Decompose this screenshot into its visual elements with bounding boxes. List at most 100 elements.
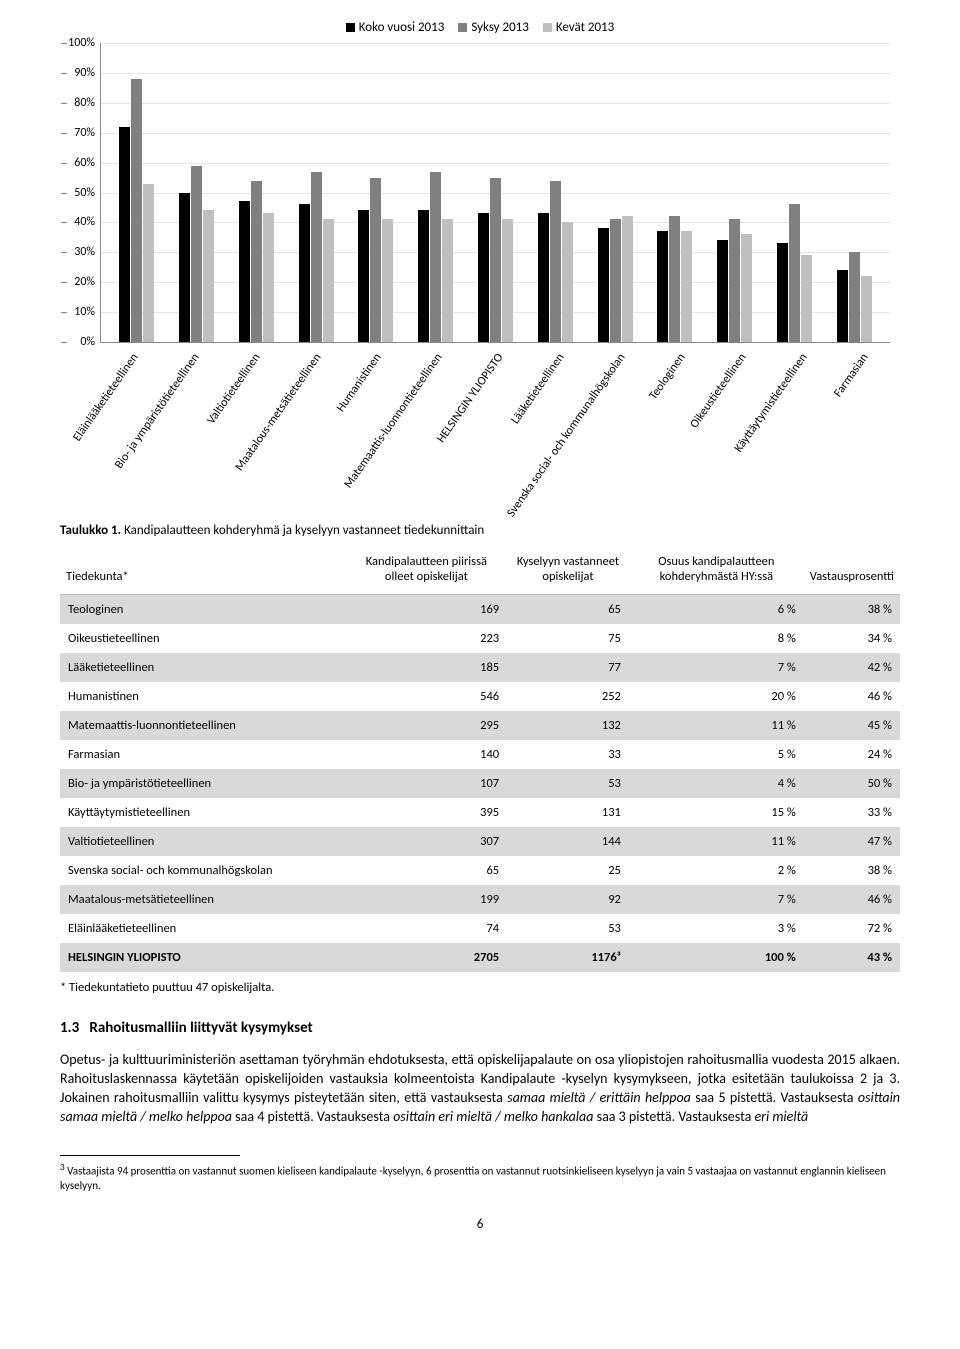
bar xyxy=(203,210,214,342)
bar-group xyxy=(705,43,765,342)
legend-label: Syksy 2013 xyxy=(471,20,529,35)
table-cell: 107 xyxy=(346,769,508,798)
section-heading: 1.3 Rahoitusmalliin liittyvät kysymykset xyxy=(60,1019,900,1037)
table-cell: 223 xyxy=(346,624,508,653)
table-cell: 295 xyxy=(346,711,508,740)
x-axis-label: Teologinen xyxy=(647,351,689,403)
bar xyxy=(681,231,692,342)
bar xyxy=(430,172,441,342)
table-cell: 395 xyxy=(346,798,508,827)
legend-swatch xyxy=(346,23,355,32)
bar xyxy=(311,172,322,342)
table-cell: 45 % xyxy=(804,711,900,740)
table-cell: 7 % xyxy=(629,885,804,914)
table-title: Taulukko 1. Kandipalautteen kohderyhmä j… xyxy=(60,523,900,538)
bar xyxy=(143,184,154,342)
table-cell: 74 xyxy=(346,914,508,943)
page-footnote: 3 Vastaajista 94 prosenttia on vastannut… xyxy=(60,1162,900,1193)
bar-group xyxy=(406,43,466,342)
bar xyxy=(502,219,513,342)
y-tick-label: 90% xyxy=(61,66,101,80)
y-tick-mark xyxy=(61,222,67,223)
table-row: Oikeustieteellinen223758 %34 % xyxy=(60,624,900,653)
table-cell: 34 % xyxy=(804,624,900,653)
bar xyxy=(239,201,250,342)
table-row: Käyttäytymistieteellinen39513115 %33 % xyxy=(60,798,900,827)
legend-item: Kevät 2013 xyxy=(543,20,614,35)
table-cell: 140 xyxy=(346,740,508,769)
table-cell: 24 % xyxy=(804,740,900,769)
footnote-rule xyxy=(60,1155,240,1156)
y-tick-label: 40% xyxy=(61,215,101,229)
body-italic-3: osittain eri mieltä / melko hankalaa xyxy=(393,1108,593,1125)
bar xyxy=(442,219,453,342)
body-part-3: saa 4 pistettä. Vastauksesta xyxy=(232,1108,393,1125)
page-number: 6 xyxy=(60,1217,900,1232)
table-cell: 7 % xyxy=(629,653,804,682)
bar-group xyxy=(645,43,705,342)
table-cell: 252 xyxy=(507,682,629,711)
table-row: Svenska social- och kommunalhögskolan652… xyxy=(60,856,900,885)
bar xyxy=(562,222,573,342)
table-cell: 72 % xyxy=(804,914,900,943)
table-cell: Lääketieteellinen xyxy=(60,653,346,682)
table-cell: HELSINGIN YLIOPISTO xyxy=(60,943,346,972)
y-tick-label: 50% xyxy=(61,186,101,200)
table-cell: 144 xyxy=(507,827,629,856)
table-cell: Matemaattis-luonnontieteellinen xyxy=(60,711,346,740)
table-cell: Teologinen xyxy=(60,595,346,625)
table-cell: 131 xyxy=(507,798,629,827)
table-cell: Valtiotieteellinen xyxy=(60,827,346,856)
table-cell: 5 % xyxy=(629,740,804,769)
table-cell: 546 xyxy=(346,682,508,711)
table-cell: 47 % xyxy=(804,827,900,856)
legend-item: Syksy 2013 xyxy=(458,20,529,35)
table-header-cell: Kyselyyn vastanneet opiskelijat xyxy=(507,544,629,595)
legend-item: Koko vuosi 2013 xyxy=(346,20,445,35)
table-cell: 75 xyxy=(507,624,629,653)
footnote-text: Vastaajista 94 prosenttia on vastannut s… xyxy=(60,1164,886,1191)
table-cell: 46 % xyxy=(804,682,900,711)
section-title-text: Rahoitusmalliin liittyvät kysymykset xyxy=(89,1019,312,1037)
table-cell: 11 % xyxy=(629,711,804,740)
table-cell: Bio- ja ympäristötieteellinen xyxy=(60,769,346,798)
table-cell: 100 % xyxy=(629,943,804,972)
table-cell: 77 xyxy=(507,653,629,682)
legend-swatch xyxy=(458,23,467,32)
table-cell: Käyttäytymistieteellinen xyxy=(60,798,346,827)
table-cell: 4 % xyxy=(629,769,804,798)
bar xyxy=(418,210,429,342)
y-tick-mark xyxy=(61,43,67,44)
table-header-cell: Tiedekunta* xyxy=(60,544,346,595)
table-cell: 132 xyxy=(507,711,629,740)
y-tick-label: 80% xyxy=(61,96,101,110)
table-header-cell: Kandipalautteen piirissä olleet opiskeli… xyxy=(346,544,508,595)
bar xyxy=(179,193,190,343)
y-tick-mark xyxy=(61,252,67,253)
bar xyxy=(478,213,489,342)
table-cell: 53 xyxy=(507,769,629,798)
table-cell: Farmasian xyxy=(60,740,346,769)
bar xyxy=(370,178,381,342)
table-row: Bio- ja ympäristötieteellinen107534 %50 … xyxy=(60,769,900,798)
bar-group xyxy=(286,43,346,342)
table-cell: Eläinlääketieteellinen xyxy=(60,914,346,943)
table-title-rest: Kandipalautteen kohderyhmä ja kyselyyn v… xyxy=(121,523,484,538)
x-axis-label: Eläinlääketieteellinen xyxy=(71,351,142,444)
table-cell: 92 xyxy=(507,885,629,914)
table-cell: 33 % xyxy=(804,798,900,827)
table-cell: 38 % xyxy=(804,856,900,885)
bar xyxy=(801,255,812,342)
bar xyxy=(729,219,740,342)
table-cell: 307 xyxy=(346,827,508,856)
y-tick-label: 20% xyxy=(61,275,101,289)
table-cell: 1176³ xyxy=(507,943,629,972)
bar xyxy=(717,240,728,342)
table-cell: Humanistinen xyxy=(60,682,346,711)
table-cell: 33 xyxy=(507,740,629,769)
body-italic-1: samaa mieltä / erittäin helppoa xyxy=(507,1089,691,1106)
table-cell: 42 % xyxy=(804,653,900,682)
y-tick-label: 100% xyxy=(61,36,101,50)
bar xyxy=(490,178,501,342)
table-header-cell: Vastausprosentti xyxy=(804,544,900,595)
